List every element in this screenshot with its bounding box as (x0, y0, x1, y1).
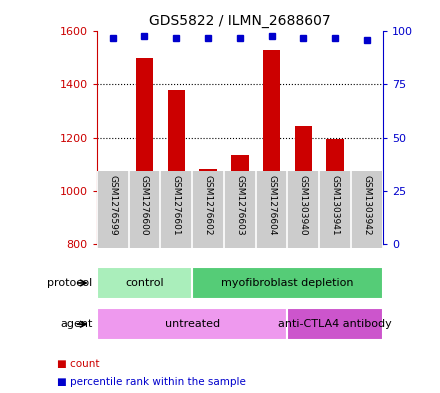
Text: anti-CTLA4 antibody: anti-CTLA4 antibody (278, 319, 392, 329)
Bar (263, 50, 280, 244)
Text: GSM1276603: GSM1276603 (235, 175, 244, 235)
Text: GSM1276599: GSM1276599 (108, 175, 117, 235)
Text: GSM1276600: GSM1276600 (140, 175, 149, 235)
Text: agent: agent (60, 319, 92, 329)
Text: GSM1276604: GSM1276604 (267, 175, 276, 235)
Bar (97, 267, 192, 299)
Bar (358, 212, 376, 244)
Text: myofibroblast depletion: myofibroblast depletion (221, 278, 354, 288)
Text: untreated: untreated (165, 319, 220, 329)
Text: protocol: protocol (47, 278, 92, 288)
Bar (192, 267, 383, 299)
Bar (287, 308, 383, 340)
Text: GSM1303941: GSM1303941 (330, 175, 340, 235)
Text: control: control (125, 278, 164, 288)
Bar (104, 188, 121, 244)
Title: GDS5822 / ILMN_2688607: GDS5822 / ILMN_2688607 (149, 14, 330, 28)
Text: ■ count: ■ count (57, 358, 100, 369)
Text: GSM1276601: GSM1276601 (172, 175, 181, 235)
Bar (97, 308, 287, 340)
Bar (136, 58, 153, 244)
Text: GSM1276602: GSM1276602 (204, 175, 213, 235)
Text: GSM1303940: GSM1303940 (299, 175, 308, 235)
Text: GSM1303942: GSM1303942 (363, 175, 371, 235)
Text: ■ percentile rank within the sample: ■ percentile rank within the sample (57, 377, 246, 387)
Bar (168, 90, 185, 244)
Bar (199, 169, 217, 244)
Bar (326, 139, 344, 244)
Bar (295, 126, 312, 244)
Bar (231, 155, 249, 244)
